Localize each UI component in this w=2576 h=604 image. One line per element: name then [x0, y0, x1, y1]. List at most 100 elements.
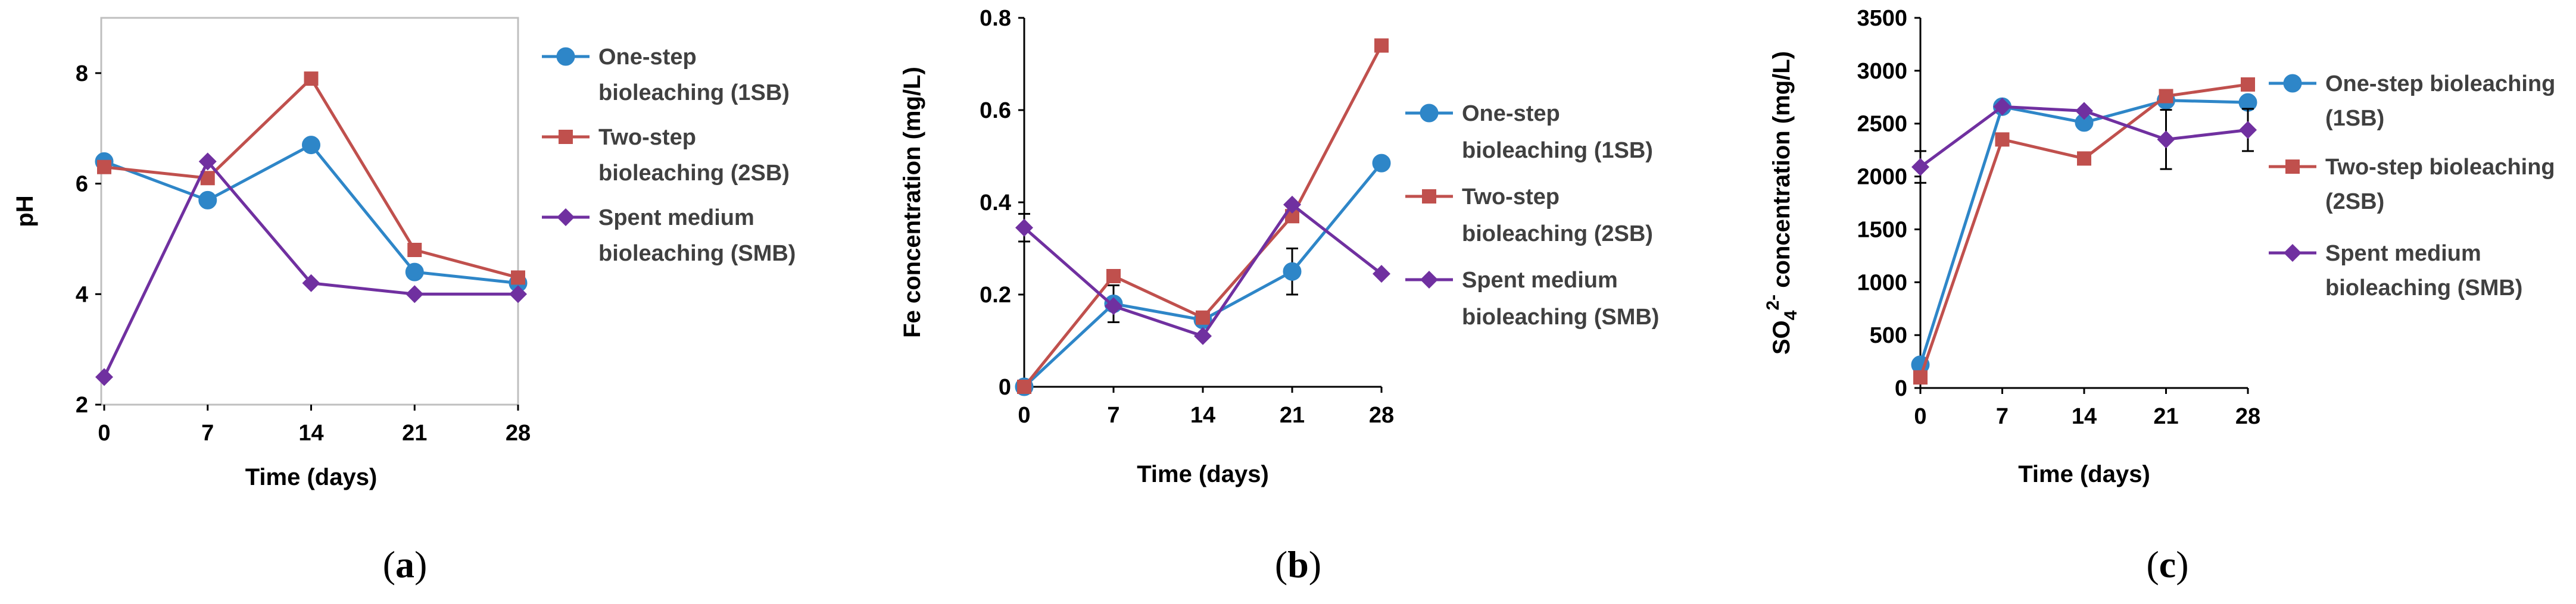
- legend-label-SMB: Spent medium: [2325, 241, 2481, 266]
- series-line-SMB: [102, 158, 518, 378]
- y-tick-label: 0.6: [980, 98, 1011, 123]
- data-point-2SB: [1995, 132, 2010, 147]
- data-point-2SB: [1017, 380, 1031, 394]
- legend-label-1SB: One-step: [598, 45, 697, 70]
- x-axis-title: Time (days): [245, 464, 378, 490]
- x-tick-label: 21: [1280, 403, 1305, 428]
- x-tick-label: 0: [1914, 404, 1926, 429]
- legend-label-SMB-line2: bioleaching (SMB): [598, 241, 796, 266]
- data-point-1SB: [198, 190, 217, 209]
- data-point-SMB: [198, 152, 217, 171]
- data-point-SMB: [2075, 102, 2093, 120]
- legend-label-SMB-line2: bioleaching (SMB): [1462, 305, 1659, 330]
- y-axis-title-rest: concentration (mg/L): [1769, 51, 1795, 295]
- legend-label-1SB: One-step: [1462, 101, 1560, 126]
- data-point-2SB: [1106, 269, 1121, 283]
- y-axis-title-subscript: 4: [1781, 310, 1801, 320]
- y-axis-title: SO42- concentration (mg/L): [1763, 51, 1801, 355]
- y-tick-label: 0: [1895, 376, 1907, 401]
- data-point-SMB: [1993, 98, 2011, 116]
- legend-label-1SB: One-step bioleaching: [2325, 71, 2555, 96]
- legend-label-SMB: Spent medium: [598, 205, 754, 230]
- y-axis-title: pH: [12, 195, 38, 227]
- x-tick-label: 28: [506, 421, 531, 446]
- data-point-2SB: [1374, 38, 1389, 53]
- y-tick-label: 0.2: [980, 283, 1011, 308]
- y-tick-label: 3000: [1857, 59, 1907, 84]
- legend-label-2SB-line2: bioleaching (2SB): [598, 161, 790, 186]
- data-point-SMB: [1194, 327, 1212, 345]
- legend-label-2SB: Two-step bioleaching: [2325, 155, 2555, 180]
- legend-marker-2SB: [2285, 159, 2300, 174]
- panel-label-a-letter: a: [395, 543, 414, 586]
- legend-label-2SB: Two-step: [598, 125, 696, 150]
- y-axis-title-main: SO: [1769, 320, 1795, 355]
- legend-marker-1SB: [2283, 74, 2302, 93]
- x-tick-label: 21: [402, 421, 427, 446]
- legend-marker-2SB: [1422, 189, 1436, 204]
- panel-label-b: (b): [1275, 543, 1321, 586]
- chart-panel-a: 2 4 6 8 0 7 14 21 28 Time (days) pH One-step bioleac…: [12, 17, 796, 490]
- panel-label-c-letter: c: [2159, 543, 2176, 586]
- data-point-2SB: [2159, 89, 2173, 104]
- legend-label-2SB: Two-step: [1462, 184, 1560, 209]
- legend-marker-SMB: [2284, 244, 2301, 262]
- x-tick-label: 7: [1996, 404, 2009, 429]
- data-point-SMB: [95, 368, 113, 386]
- y-tick-label: 2000: [1857, 165, 1907, 190]
- data-point-2SB: [97, 159, 111, 174]
- x-tick-label: 14: [1190, 403, 1215, 428]
- x-tick-label: 14: [298, 421, 323, 446]
- data-point-SMB: [509, 285, 527, 303]
- panel-label-a: (a): [383, 543, 428, 586]
- y-tick-label: 1000: [1857, 270, 1907, 295]
- legend-label-2SB-line2: (2SB): [2325, 189, 2384, 214]
- x-tick-label: 28: [2235, 404, 2260, 429]
- data-point-SMB: [406, 285, 424, 303]
- legend-label-2SB-line2: bioleaching (2SB): [1462, 221, 1653, 246]
- legend-label-SMB-line2: bioleaching (SMB): [2325, 276, 2522, 301]
- legend-marker-1SB: [1420, 104, 1439, 123]
- chart-panel-b: 0 0.2 0.4 0.6 0.8 0 7 14 21 28 Time (days) Fe conce…: [899, 6, 1659, 487]
- data-point-2SB: [407, 243, 422, 257]
- data-point-2SB: [304, 71, 319, 86]
- data-point-2SB: [2077, 151, 2091, 166]
- legend-label-1SB-line2: (1SB): [2325, 106, 2384, 131]
- x-tick-label: 0: [1018, 403, 1030, 428]
- y-tick-label: 500: [1870, 323, 1907, 348]
- x-tick-label: 0: [98, 421, 110, 446]
- data-point-2SB: [1196, 310, 1210, 325]
- plot-frame: [100, 17, 519, 406]
- x-axis-title: Time (days): [2018, 461, 2150, 487]
- legend-label-1SB-line2: bioleaching (1SB): [1462, 138, 1653, 163]
- y-axis-title-superscript: 2-: [1763, 295, 1783, 311]
- data-point-SMB: [2157, 130, 2175, 149]
- x-axis-title: Time (days): [1137, 461, 1269, 487]
- data-point-SMB: [1105, 297, 1122, 315]
- y-tick-label: 4: [76, 282, 88, 307]
- legend-label-SMB: Spent medium: [1462, 268, 1618, 293]
- y-tick-label: 0: [999, 375, 1011, 400]
- x-tick-label: 7: [201, 421, 214, 446]
- data-point-2SB: [511, 270, 525, 285]
- data-point-SMB: [302, 274, 320, 292]
- legend-marker-1SB: [556, 47, 575, 66]
- data-point-SMB: [1373, 265, 1390, 283]
- chart-panel-c: 0 500 1000 1500 2000 2500 3000 3500 0 7 14 21 28 Time…: [1763, 6, 2555, 487]
- data-point-1SB: [1283, 262, 1302, 281]
- y-tick-label: 0.4: [980, 190, 1011, 215]
- legend-marker-2SB: [559, 130, 573, 144]
- y-tick-label: 6: [76, 172, 88, 197]
- panel-label-c: (c): [2146, 543, 2188, 586]
- y-axis-title: Fe concentration (mg/L): [899, 67, 925, 338]
- x-tick-label: 7: [1107, 403, 1119, 428]
- data-point-1SB: [1372, 154, 1391, 173]
- legend-marker-SMB: [557, 208, 575, 226]
- data-point-SMB: [1283, 195, 1301, 214]
- data-point-SMB: [1015, 218, 1033, 237]
- x-tick-label: 14: [2072, 404, 2097, 429]
- y-tick-label: 2500: [1857, 112, 1907, 137]
- y-tick-label: 1500: [1857, 217, 1907, 242]
- data-point-2SB: [1913, 370, 1928, 385]
